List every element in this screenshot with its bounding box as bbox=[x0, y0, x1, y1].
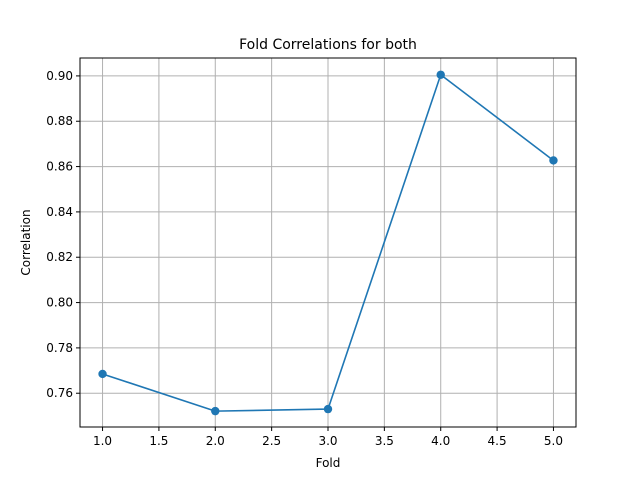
plot-frame bbox=[79, 57, 577, 428]
y-axis-label: Correlation bbox=[19, 209, 33, 275]
x-tick-label: 1.0 bbox=[93, 434, 112, 448]
series bbox=[98, 70, 558, 416]
x-tick-label: 5.0 bbox=[544, 434, 563, 448]
axis-ticks: 1.0 1.5 2.0 2.5 3.0 3.5 4.0 4.5 5.0 0.76 0.78 0.80 0… bbox=[46, 69, 563, 448]
x-tick-label: 4.0 bbox=[431, 434, 450, 448]
grid bbox=[80, 58, 576, 427]
data-point bbox=[549, 156, 558, 165]
y-tick-label: 0.86 bbox=[46, 160, 73, 174]
y-tick-label: 0.88 bbox=[46, 114, 73, 128]
x-tick-label: 3.5 bbox=[375, 434, 394, 448]
data-point bbox=[98, 369, 107, 379]
x-tick-label: 2.5 bbox=[262, 434, 281, 448]
x-axis-label: Fold bbox=[316, 456, 341, 470]
y-tick-label: 0.80 bbox=[46, 296, 73, 310]
x-tick-label: 4.5 bbox=[488, 434, 507, 448]
y-tick-label: 0.76 bbox=[46, 386, 73, 400]
chart-title: Fold Correlations for both bbox=[239, 37, 417, 53]
y-tick-label: 0.78 bbox=[46, 341, 73, 355]
x-tick-label: 2.0 bbox=[206, 434, 225, 448]
y-tick-label: 0.84 bbox=[46, 205, 73, 219]
data-point bbox=[323, 404, 333, 414]
data-point bbox=[211, 406, 220, 416]
data-point bbox=[436, 70, 445, 79]
x-tick-label: 1.5 bbox=[149, 434, 168, 448]
y-tick-label: 0.82 bbox=[46, 250, 73, 264]
y-tick-label: 0.90 bbox=[46, 69, 73, 83]
x-tick-label: 3.0 bbox=[318, 434, 337, 448]
